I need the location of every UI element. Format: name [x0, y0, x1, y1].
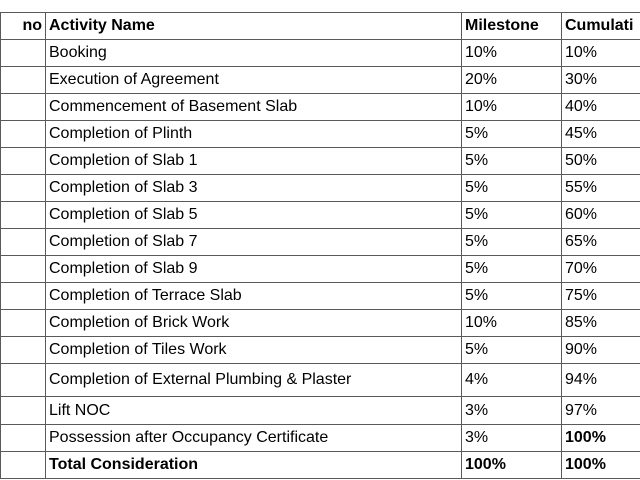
header-cell: Activity Name [45, 12, 462, 40]
milestone-cell: 10% [461, 93, 562, 121]
activity-cell: Completion of Slab 5 [45, 201, 462, 229]
table-row: Completion of Tiles Work 5% 90% [0, 336, 640, 364]
header-cell: Milestone [461, 12, 562, 40]
milestone-cell: 3% [461, 396, 562, 425]
empty-cell [0, 396, 46, 425]
table-body: Booking 10% 10% Execution of Agreement 20% 30… [0, 39, 640, 479]
activity-cell: Completion of Slab 1 [45, 147, 462, 175]
table-row: Completion of Brick Work 10% 85% [0, 309, 640, 337]
table-row: Completion of Slab 9 5% 70% [0, 255, 640, 283]
activity-cell: Completion of Slab 9 [45, 255, 462, 283]
table-row: Possession after Occupancy Certificate 3%… [0, 424, 640, 452]
activity-cell: Completion of Tiles Work [45, 336, 462, 364]
cumulative-cell: 100% [561, 424, 640, 452]
table-row: Execution of Agreement 20% 30% [0, 66, 640, 94]
activity-cell: Booking [45, 39, 462, 67]
milestone-cell: 5% [461, 255, 562, 283]
empty-cell [0, 363, 46, 397]
header-cell: Cumulati [561, 12, 640, 40]
header-row: no Activity Name Milestone Cumulati [0, 12, 640, 40]
table-row: Completion of Terrace Slab 5% 75% [0, 282, 640, 310]
cumulative-cell: 40% [561, 93, 640, 121]
milestone-cell: 4% [461, 363, 562, 397]
activity-cell: Completion of External Plumbing & Plaste… [45, 363, 462, 397]
milestone-cell: 10% [461, 39, 562, 67]
milestone-cell: 100% [461, 451, 562, 479]
cumulative-cell: 50% [561, 147, 640, 175]
activity-cell: Total Consideration [45, 451, 462, 479]
cumulative-cell: 85% [561, 309, 640, 337]
cumulative-cell: 75% [561, 282, 640, 310]
empty-cell [0, 282, 46, 310]
cumulative-cell: 10% [561, 39, 640, 67]
empty-cell [0, 147, 46, 175]
table-header: no Activity Name Milestone Cumulati [0, 12, 640, 40]
cumulative-cell: 30% [561, 66, 640, 94]
milestone-cell: 5% [461, 228, 562, 256]
empty-cell [0, 201, 46, 229]
cumulative-cell: 70% [561, 255, 640, 283]
table-row: Total Consideration 100% 100% [0, 451, 640, 479]
table-row: Lift NOC 3% 97% [0, 396, 640, 425]
activity-cell: Execution of Agreement [45, 66, 462, 94]
activity-cell: Completion of Terrace Slab [45, 282, 462, 310]
header-cell: no [0, 12, 46, 40]
milestone-cell: 5% [461, 282, 562, 310]
cumulative-cell: 94% [561, 363, 640, 397]
empty-cell [0, 174, 46, 202]
milestone-cell: 5% [461, 120, 562, 148]
empty-cell [0, 336, 46, 364]
activity-cell: Possession after Occupancy Certificate [45, 424, 462, 452]
empty-cell [0, 120, 46, 148]
milestone-cell: 5% [461, 336, 562, 364]
table-row: Completion of Slab 7 5% 65% [0, 228, 640, 256]
cumulative-cell: 65% [561, 228, 640, 256]
empty-cell [0, 255, 46, 283]
empty-cell [0, 39, 46, 67]
table-row: Completion of Slab 5 5% 60% [0, 201, 640, 229]
empty-cell [0, 66, 46, 94]
cumulative-cell: 90% [561, 336, 640, 364]
table-row: Completion of Slab 3 5% 55% [0, 174, 640, 202]
cumulative-cell: 45% [561, 120, 640, 148]
activity-cell: Completion of Brick Work [45, 309, 462, 337]
activity-cell: Completion of Slab 3 [45, 174, 462, 202]
table-row: Booking 10% 10% [0, 39, 640, 67]
empty-cell [0, 228, 46, 256]
activity-cell: Completion of Plinth [45, 120, 462, 148]
milestone-cell: 5% [461, 147, 562, 175]
spreadsheet-table: no Activity Name Milestone Cumulati Book… [0, 12, 640, 479]
activity-cell: Lift NOC [45, 396, 462, 425]
milestone-cell: 3% [461, 424, 562, 452]
table-row: Commencement of Basement Slab 10% 40% [0, 93, 640, 121]
cumulative-cell: 60% [561, 201, 640, 229]
empty-cell [0, 424, 46, 452]
table-row: Completion of Slab 1 5% 50% [0, 147, 640, 175]
empty-cell [0, 309, 46, 337]
milestone-cell: 5% [461, 174, 562, 202]
cumulative-cell: 55% [561, 174, 640, 202]
milestone-cell: 5% [461, 201, 562, 229]
empty-cell [0, 93, 46, 121]
table-row: Completion of External Plumbing & Plaste… [0, 363, 640, 397]
empty-cell [0, 451, 46, 479]
milestone-cell: 20% [461, 66, 562, 94]
milestone-cell: 10% [461, 309, 562, 337]
activity-cell: Completion of Slab 7 [45, 228, 462, 256]
cumulative-cell: 97% [561, 396, 640, 425]
cumulative-cell: 100% [561, 451, 640, 479]
table-row: Completion of Plinth 5% 45% [0, 120, 640, 148]
activity-cell: Commencement of Basement Slab [45, 93, 462, 121]
